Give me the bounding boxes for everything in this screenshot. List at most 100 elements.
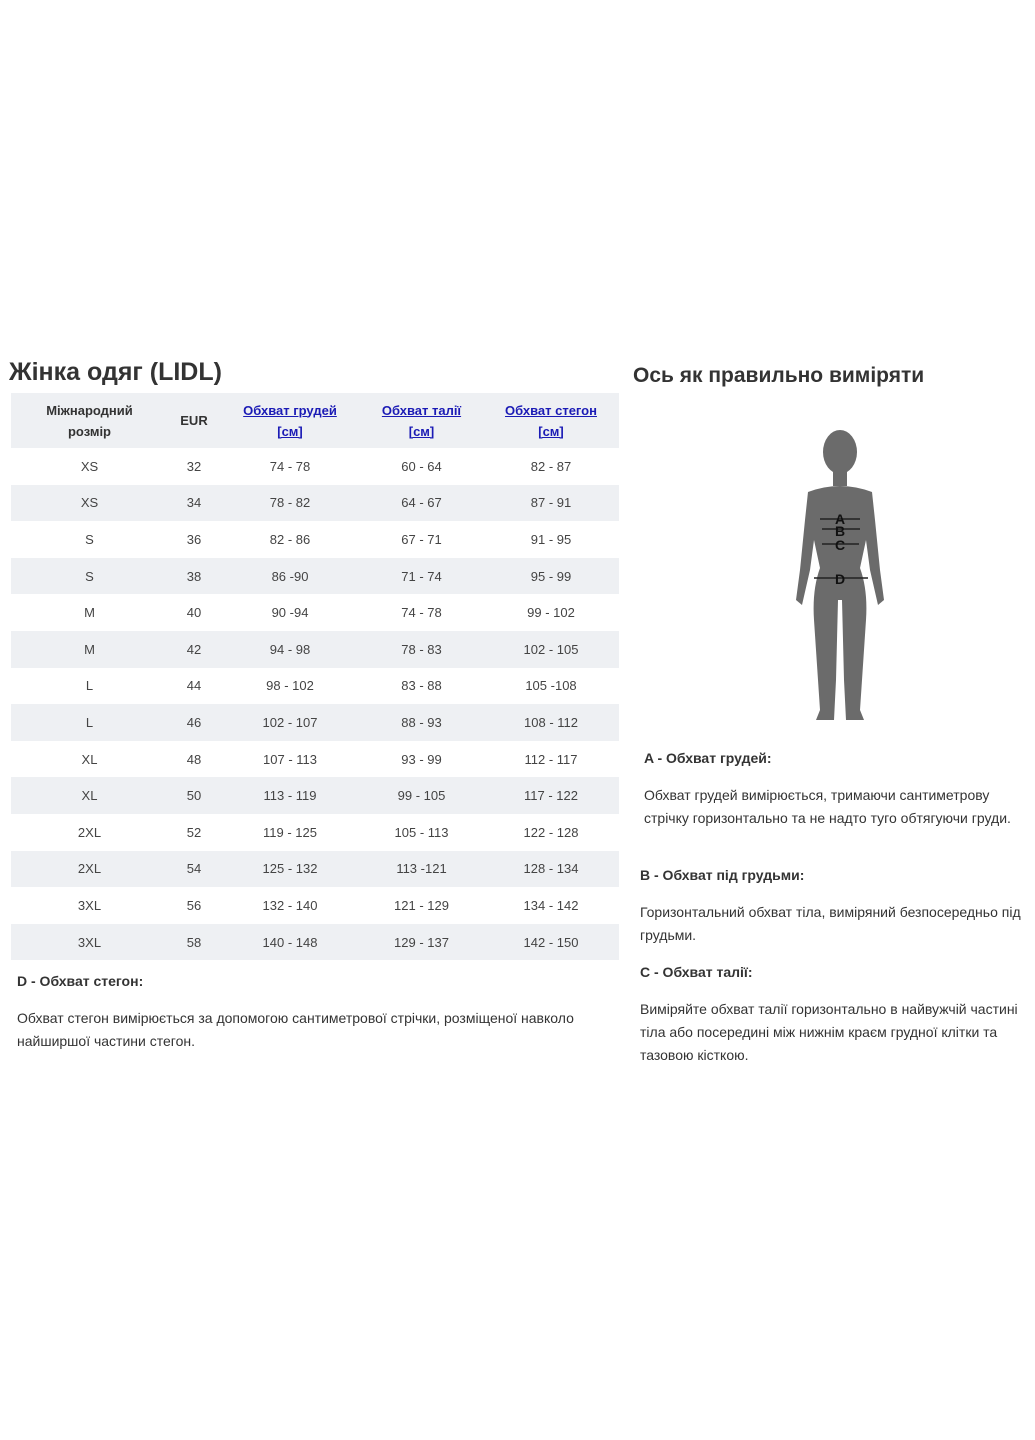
table-cell: 95 - 99 [483,557,619,595]
column-header-link[interactable]: Обхват талії [381,402,462,418]
table-cell: 34 [168,484,220,522]
table-cell: 132 - 140 [262,897,318,913]
table-cell: 128 - 134 [483,850,619,888]
table-cell: XL [81,751,98,767]
table-cell: 94 - 98 [220,630,360,668]
table-cell: 40 [186,605,202,621]
table-cell: 117 - 122 [483,777,619,814]
page-title: Жінка одяг (LIDL) [9,358,222,386]
table-cell: 74 - 78 [401,605,442,621]
table-row: XS 32 74 - 78 60 - 64 82 - 87 [11,448,619,485]
table-cell: 112 - 117 [524,751,578,767]
waist-note-title: C - Обхват талії: [640,961,753,984]
table-header-row: Міжнародний розмір EUR Обхват грудей [см] Обх… [11,393,619,448]
table-row: S 38 86 -90 71 - 74 95 - 99 [11,557,619,595]
column-header-link[interactable]: Обхват грудей [243,402,337,418]
table-row: XL 50 113 - 119 99 - 105 117 - 122 [11,777,619,814]
table-cell: 78 - 82 [220,484,360,522]
label-c: C [835,537,845,553]
table-cell: 82 - 87 [530,458,572,474]
table-cell: 102 - 107 [220,704,360,741]
table-cell: M [11,630,168,668]
table-cell: XS [11,484,168,522]
table-cell: 83 - 88 [401,678,442,694]
table-cell: S [85,531,94,547]
table-cell: 64 - 67 [360,484,483,522]
column-header-link[interactable]: [см] [277,423,303,439]
table-cell: 90 -94 [271,605,309,621]
table-cell: XS [80,458,99,474]
table-row: L 44 98 - 102 83 - 88 105 -108 [11,668,619,705]
table-cell: 71 - 74 [360,557,483,595]
table-cell: 121 - 129 [394,897,449,913]
column-header: EUR [168,393,220,448]
bust-note-text: Обхват грудей вимірюється, тримаючи сант… [644,787,1011,826]
table-cell: 119 - 125 [263,824,317,840]
table-cell: 105 - 113 [394,824,449,840]
table-cell: 93 - 99 [401,751,442,767]
table-cell: 102 - 105 [483,630,619,668]
table-cell: 38 [168,557,220,595]
column-header-link[interactable]: [см] [538,423,564,439]
table-cell: 91 - 95 [530,531,572,547]
table-cell: 44 [186,678,202,694]
column-header[interactable]: Обхват стегон [см] [483,393,619,448]
size-table: Міжнародний розмір EUR Обхват грудей [см] Обх… [11,393,619,961]
label-b: B [835,523,845,539]
table-cell: 113 -121 [360,850,483,888]
label-d: D [835,571,845,587]
table-row: S 36 82 - 86 67 - 71 91 - 95 [11,521,619,558]
hips-note-text: Обхват стегон вимірюється за допомогою с… [17,1010,574,1049]
measure-title: Ось як правильно виміряти [633,364,925,387]
table-cell: 2XL [11,850,168,888]
table-row: 2XL 54 125 - 132 113 -121 128 - 134 [11,850,619,888]
column-header-text: розмір [67,423,112,439]
table-cell: S [11,557,168,595]
table-cell: L [11,704,168,741]
table-cell: 108 - 112 [483,704,619,741]
table-cell: 42 [168,630,220,668]
table-row: L 46 102 - 107 88 - 93 108 - 112 [11,704,619,741]
label-a: A [835,511,845,527]
bust-note-title: A - Обхват грудей: [644,747,772,770]
table-cell: 46 [168,704,220,741]
table-cell: 107 - 113 [263,751,317,767]
body-silhouette-figure: A B C D [796,430,884,720]
table-cell: L [85,678,94,694]
column-header-link[interactable]: [см] [408,423,435,439]
table-cell: 2XL [77,824,102,840]
table-row: XL 48 107 - 113 93 - 99 112 - 117 [11,741,619,778]
table-cell: 113 - 119 [220,777,360,814]
table-cell: 87 - 91 [483,484,619,522]
table-cell: 99 - 105 [360,777,483,814]
table-cell: M [84,605,95,621]
table-cell: 58 [168,923,220,961]
table-cell: 50 [168,777,220,814]
table-cell: 32 [186,458,202,474]
column-header[interactable]: Обхват грудей [см] [220,393,360,448]
underbust-title: B - Обхват під грудьми: [640,867,805,883]
table-cell: 56 [186,897,202,913]
table-cell: 86 -90 [220,557,360,595]
column-header-text: Міжнародний [46,402,133,418]
table-cell: 99 - 102 [527,605,575,621]
underbust-note-text: Горизонтальний обхват тіла, виміряний бе… [640,904,1021,943]
column-header: Міжнародний розмір [11,393,168,448]
table-cell: 134 - 142 [523,897,579,913]
table-cell: 88 - 93 [360,704,483,741]
column-header-link[interactable]: Обхват стегон [505,402,597,418]
table-cell: 98 - 102 [266,678,314,694]
table-cell: 52 [186,824,202,840]
table-cell: 125 - 132 [220,850,360,888]
table-cell: 142 - 150 [483,923,619,961]
table-cell: XL [11,777,168,814]
hips-note: D - Обхват стегон: [17,970,617,993]
table-row: 3XL 56 132 - 140 121 - 129 134 - 142 [11,887,619,924]
table-cell: 105 -108 [525,678,577,694]
table-row: M 42 94 - 98 78 - 83 102 - 105 [11,630,619,668]
column-header[interactable]: Обхват талії [см] [360,393,483,448]
table-cell: 67 - 71 [401,531,442,547]
table-row: 3XL 58 140 - 148 129 - 137 142 - 150 [11,923,619,961]
table-cell: 36 [186,531,202,547]
table-cell: 48 [186,751,202,767]
